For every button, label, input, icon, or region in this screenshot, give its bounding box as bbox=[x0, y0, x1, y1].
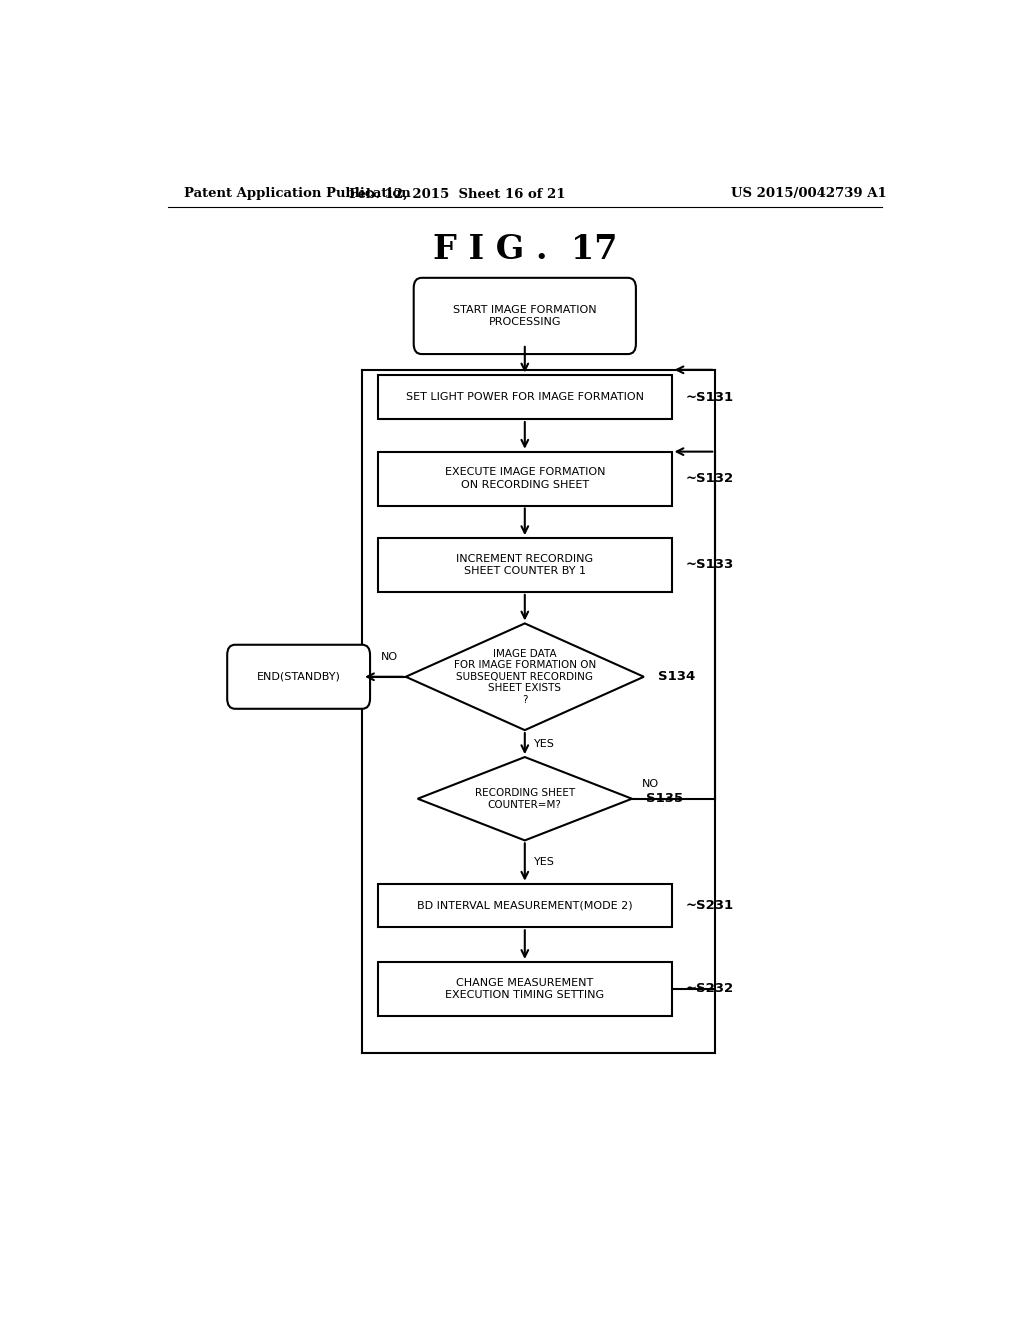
Text: YES: YES bbox=[535, 739, 555, 748]
Polygon shape bbox=[406, 623, 644, 730]
Text: INCREMENT RECORDING
SHEET COUNTER BY 1: INCREMENT RECORDING SHEET COUNTER BY 1 bbox=[457, 554, 593, 576]
Text: YES: YES bbox=[535, 857, 555, 867]
Text: ~S132: ~S132 bbox=[686, 473, 734, 484]
Text: EXECUTE IMAGE FORMATION
ON RECORDING SHEET: EXECUTE IMAGE FORMATION ON RECORDING SHE… bbox=[444, 467, 605, 490]
Text: SET LIGHT POWER FOR IMAGE FORMATION: SET LIGHT POWER FOR IMAGE FORMATION bbox=[406, 392, 644, 403]
Text: Feb. 12, 2015  Sheet 16 of 21: Feb. 12, 2015 Sheet 16 of 21 bbox=[349, 187, 565, 201]
Text: BD INTERVAL MEASUREMENT(MODE 2): BD INTERVAL MEASUREMENT(MODE 2) bbox=[417, 900, 633, 911]
Bar bbox=[378, 883, 672, 928]
Bar bbox=[378, 451, 672, 506]
Text: Patent Application Publication: Patent Application Publication bbox=[183, 187, 411, 201]
Bar bbox=[378, 962, 672, 1015]
Text: START IMAGE FORMATION
PROCESSING: START IMAGE FORMATION PROCESSING bbox=[453, 305, 597, 327]
Text: NO: NO bbox=[641, 779, 658, 788]
Bar bbox=[378, 539, 672, 591]
Text: IMAGE DATA
FOR IMAGE FORMATION ON
SUBSEQUENT RECORDING
SHEET EXISTS
?: IMAGE DATA FOR IMAGE FORMATION ON SUBSEQ… bbox=[454, 648, 596, 705]
Text: ~S231: ~S231 bbox=[686, 899, 734, 912]
Text: S135: S135 bbox=[646, 792, 683, 805]
Text: ~S133: ~S133 bbox=[686, 558, 734, 572]
Text: ~S131: ~S131 bbox=[686, 391, 734, 404]
FancyBboxPatch shape bbox=[414, 277, 636, 354]
Text: RECORDING SHEET
COUNTER=M?: RECORDING SHEET COUNTER=M? bbox=[475, 788, 574, 809]
Text: US 2015/0042739 A1: US 2015/0042739 A1 bbox=[731, 187, 887, 201]
FancyBboxPatch shape bbox=[227, 644, 370, 709]
Text: NO: NO bbox=[381, 652, 397, 661]
Bar bbox=[378, 375, 672, 420]
Text: ~S232: ~S232 bbox=[686, 982, 734, 995]
Text: F I G .  17: F I G . 17 bbox=[432, 234, 617, 267]
Polygon shape bbox=[418, 758, 632, 841]
Text: S134: S134 bbox=[658, 671, 695, 684]
Text: END(STANDBY): END(STANDBY) bbox=[257, 672, 341, 681]
Text: CHANGE MEASUREMENT
EXECUTION TIMING SETTING: CHANGE MEASUREMENT EXECUTION TIMING SETT… bbox=[445, 978, 604, 1001]
